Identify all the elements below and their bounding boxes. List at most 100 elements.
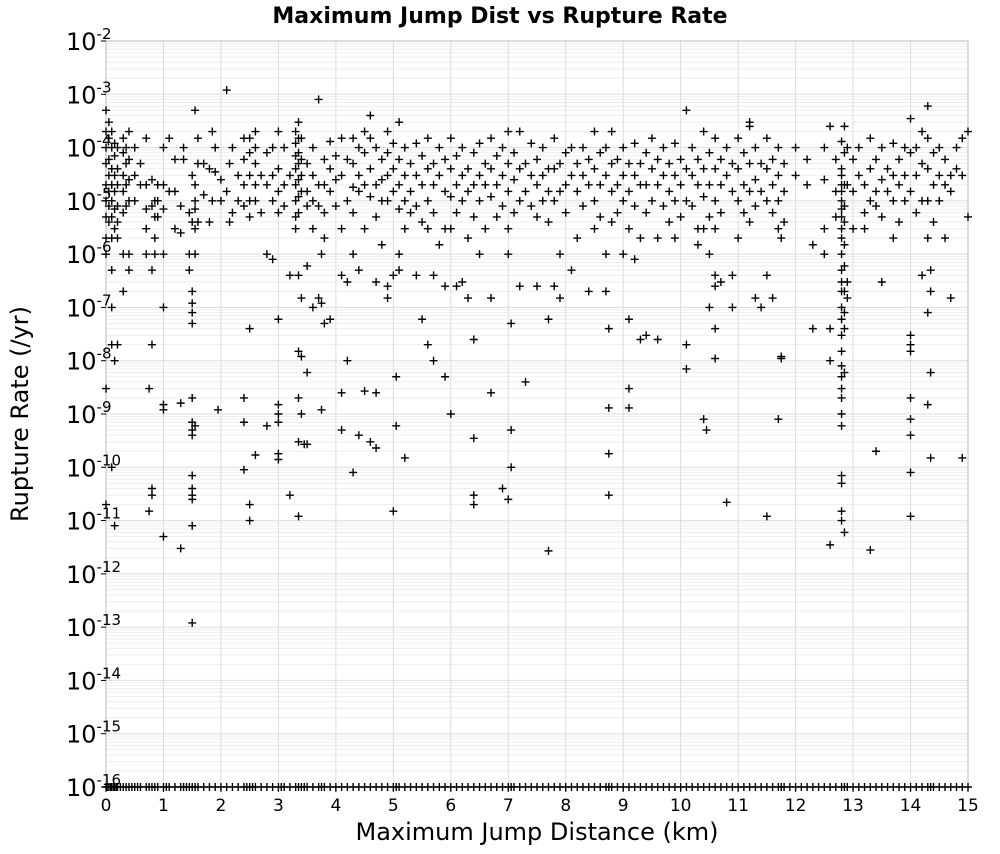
data-point [826,324,835,333]
data-point [774,143,783,152]
data-point [343,356,352,365]
data-point [699,224,708,233]
data-point [676,180,685,189]
data-point [458,171,467,180]
data-point [136,159,145,168]
data-point [619,196,628,205]
data-point [349,159,358,168]
data-point [777,352,786,361]
data-point [412,271,421,280]
data-point [274,164,283,173]
data-point [780,218,789,227]
data-point [716,278,725,287]
data-point [320,155,329,164]
data-point [573,187,582,196]
data-point [837,347,846,356]
data-point [119,287,128,296]
data-point [487,192,496,201]
data-point [360,387,369,396]
data-point [613,155,622,164]
data-point [711,196,720,205]
data-point [389,164,398,173]
data-point [653,180,662,189]
data-point [337,224,346,233]
data-point [665,218,674,227]
data-point [285,171,294,180]
data-point [104,202,113,211]
data-point [895,155,904,164]
data-point [360,127,369,136]
data-point [122,143,131,152]
data-point [676,155,685,164]
data-point [113,143,122,152]
data-point [294,175,303,184]
data-point [354,431,363,440]
data-point [228,143,237,152]
data-point [294,208,303,217]
data-point [429,159,438,168]
x-tick-label: 6 [445,796,456,816]
data-point [624,187,633,196]
data-point [179,143,188,152]
data-point [590,224,599,233]
data-point [176,202,185,211]
data-point [757,159,766,168]
data-point [110,151,119,160]
data-point [475,139,484,148]
data-point [912,171,921,180]
data-point [294,118,303,127]
data-point [929,180,938,189]
data-point [107,127,116,136]
data-point [492,212,501,221]
data-point [308,224,317,233]
data-point [191,205,200,214]
data-point [337,426,346,435]
data-point [820,175,829,184]
data-point [349,468,358,477]
data-point [745,122,754,131]
data-point [412,171,421,180]
data-point [185,266,194,275]
data-point [923,134,932,143]
data-point [372,180,381,189]
data-point [251,127,260,136]
data-point [762,512,771,521]
data-point [188,521,197,530]
data-point [392,421,401,430]
data-point [297,155,306,164]
data-point [533,155,541,164]
x-tick-label: 1 [158,796,169,816]
data-point [665,187,674,196]
data-point [452,282,461,291]
data-point [251,143,260,152]
data-point [900,171,909,180]
data-point [619,250,628,259]
data-point [872,202,881,211]
data-point [619,143,628,152]
data-point [294,148,303,157]
data-point [895,180,904,189]
data-point [349,208,358,217]
data-point [636,234,645,243]
data-point [544,546,553,555]
data-point [820,224,829,233]
y-tick-label: 10-15 [66,718,121,749]
data-point [567,171,576,180]
y-tick-label: 10-10 [66,451,121,482]
data-point [326,164,335,173]
data-point [222,86,231,95]
data-point [124,175,133,184]
data-point [188,171,197,180]
data-point [584,155,593,164]
data-point [923,400,932,409]
data-point [176,228,185,237]
data-point [768,294,777,303]
data-point [705,180,714,189]
data-point [688,143,697,152]
data-point [331,202,340,211]
data-point [561,180,570,189]
x-tick-label: 9 [618,796,629,816]
data-point [317,405,326,414]
data-point [492,151,501,160]
data-point [705,250,714,259]
